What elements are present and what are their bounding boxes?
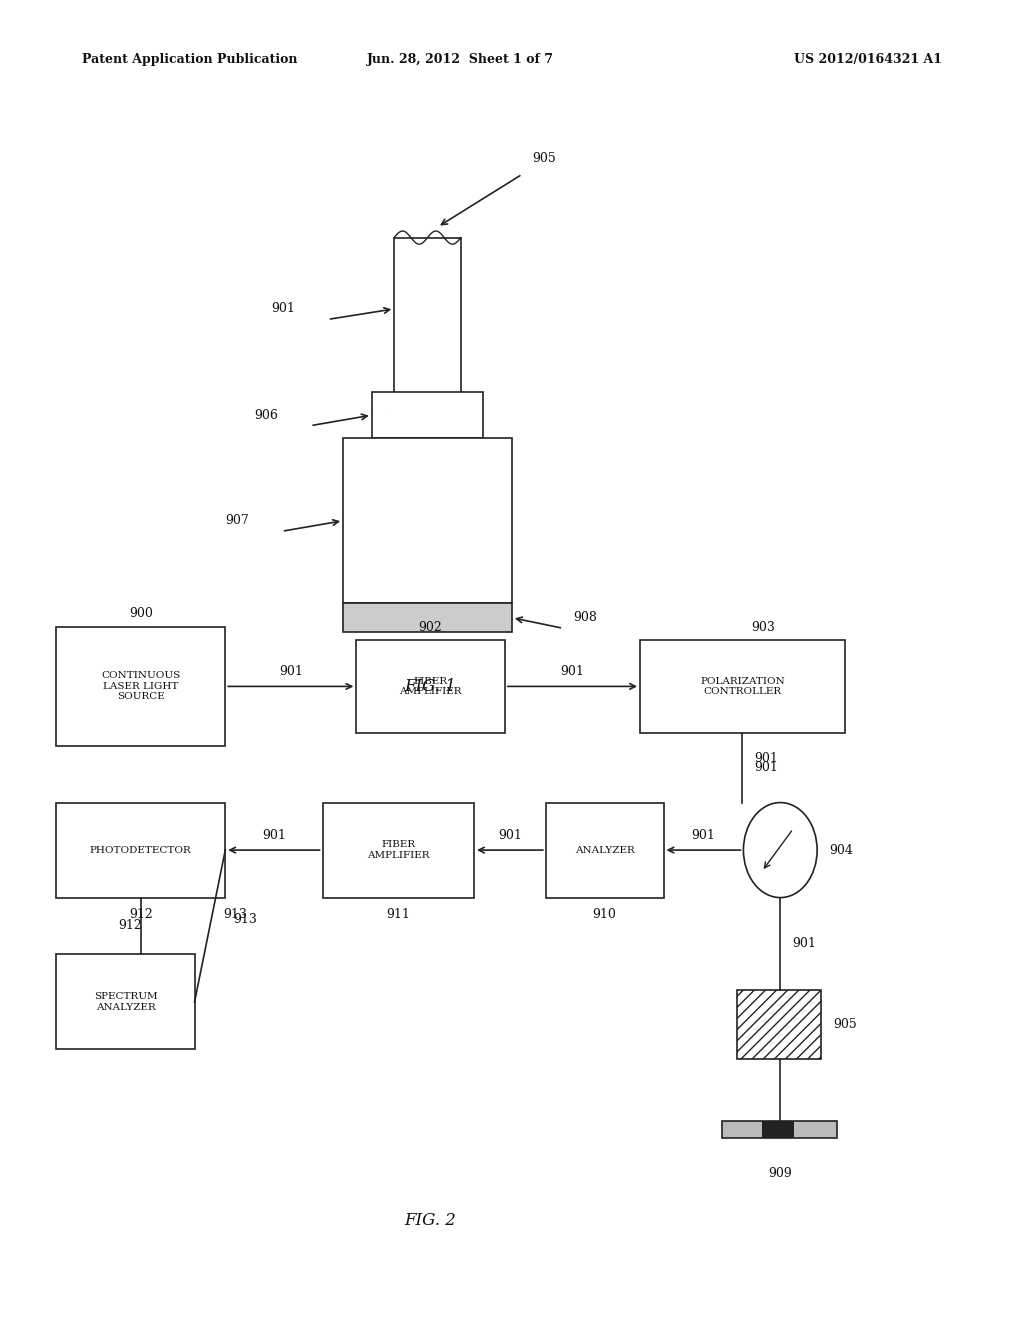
Bar	[343, 438, 512, 603]
Text: 901: 901	[271, 302, 295, 315]
Bar	[56, 627, 225, 746]
Text: FIBER
AMPLIFIER: FIBER AMPLIFIER	[367, 841, 430, 859]
Bar	[546, 803, 664, 898]
Text: 905: 905	[834, 1018, 857, 1031]
Bar	[343, 603, 512, 632]
Text: 901: 901	[560, 665, 585, 678]
Text: Patent Application Publication: Patent Application Publication	[82, 53, 297, 66]
Bar	[56, 803, 225, 898]
Text: 904: 904	[829, 843, 853, 857]
Bar	[323, 803, 474, 898]
Bar	[722, 1121, 837, 1138]
Text: 902: 902	[419, 620, 442, 634]
Text: ANALYZER: ANALYZER	[574, 846, 635, 854]
Text: 901: 901	[262, 829, 286, 842]
Text: 901: 901	[691, 829, 716, 842]
Text: 910: 910	[593, 908, 616, 921]
Text: CONTINUOUS
LASER LIGHT
SOURCE: CONTINUOUS LASER LIGHT SOURCE	[101, 672, 180, 701]
Text: Jun. 28, 2012  Sheet 1 of 7: Jun. 28, 2012 Sheet 1 of 7	[368, 53, 554, 66]
Text: 913: 913	[233, 913, 257, 925]
Text: FIBER
AMPLIFIER: FIBER AMPLIFIER	[399, 677, 462, 696]
Bar	[640, 640, 845, 733]
Text: 909: 909	[768, 1167, 793, 1180]
Bar	[737, 990, 821, 1059]
Text: 901: 901	[279, 665, 303, 678]
Text: FIG. 1: FIG. 1	[404, 678, 456, 696]
Text: POLARIZATION
CONTROLLER: POLARIZATION CONTROLLER	[700, 677, 784, 696]
Circle shape	[743, 803, 817, 898]
Text: 900: 900	[129, 607, 153, 620]
Text: SPECTRUM
ANALYZER: SPECTRUM ANALYZER	[93, 993, 158, 1011]
Text: 908: 908	[573, 611, 597, 624]
Text: 901: 901	[755, 752, 778, 766]
Text: 907: 907	[225, 515, 249, 527]
Text: 913: 913	[223, 908, 248, 921]
Text: 912: 912	[129, 908, 153, 921]
Bar	[56, 954, 195, 1049]
Text: 901: 901	[755, 762, 778, 774]
Text: 906: 906	[254, 409, 278, 421]
Text: 912: 912	[119, 920, 142, 932]
Text: 903: 903	[751, 620, 775, 634]
Text: 901: 901	[498, 829, 522, 842]
Text: 901: 901	[793, 937, 816, 950]
Bar	[372, 392, 483, 438]
Text: PHOTODETECTOR: PHOTODETECTOR	[90, 846, 191, 854]
Bar	[394, 238, 461, 396]
Text: FIG. 2: FIG. 2	[404, 1212, 456, 1229]
Bar	[356, 640, 505, 733]
Text: 911: 911	[386, 908, 411, 921]
Text: US 2012/0164321 A1: US 2012/0164321 A1	[794, 53, 942, 66]
Text: 905: 905	[532, 152, 556, 165]
Bar	[762, 1121, 795, 1138]
